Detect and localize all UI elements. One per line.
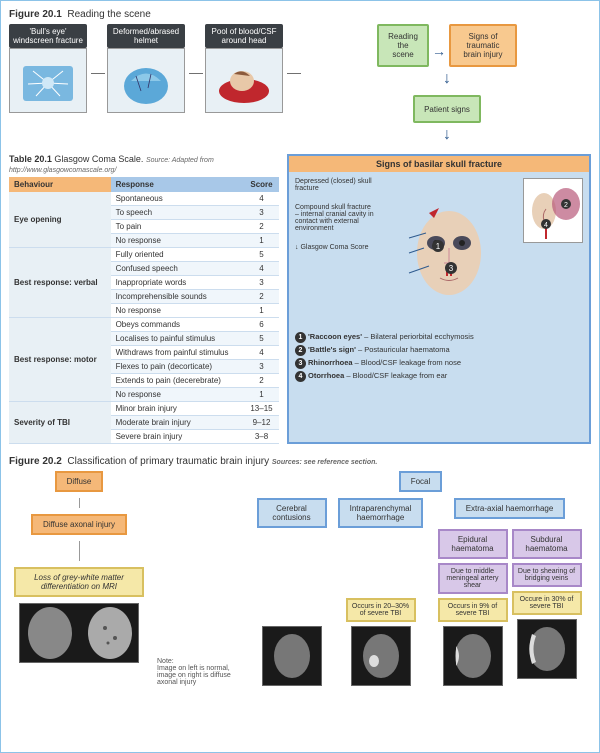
ct-epidural-image (443, 626, 503, 686)
arrow-down-icon-2: ↓ (443, 126, 451, 144)
scene-3: Pool of blood/CSF around head (205, 24, 283, 113)
contusions-col: Cerebral contusions (257, 498, 327, 686)
epidural-col: Epidural haematoma Due to middle meninge… (438, 529, 508, 686)
intraparenchymal-col: Intraparenchymal haemorrhage Occurs in 2… (346, 498, 416, 686)
diffuse-branch: Diffuse Diffuse axonal injury Loss of gr… (9, 471, 149, 663)
sign-list: 1'Raccoon eyes' – Bilateral periorbital … (295, 332, 583, 382)
mri-diffuse-image (19, 603, 139, 663)
sign-item: 4Otorrhoea – Blood/CSF leakage from ear (295, 371, 583, 382)
table-row: Best response: verbalFully oriented5 (9, 248, 279, 262)
svg-text:2: 2 (564, 202, 568, 209)
windscreen-icon (9, 48, 87, 113)
extraaxial-col: Extra-axial haemorrhage Epidural haemato… (435, 498, 585, 686)
helmet-icon (107, 48, 185, 113)
scene-1: 'Bull's eye' windscreen fracture (9, 24, 87, 113)
focal-branch: Focal Cerebral contusions Intraparenchym… (250, 471, 591, 686)
blood-pool-icon (205, 48, 283, 113)
patient-signs-box: Patient signs (413, 95, 481, 123)
scene-2: Deformed/abrased helmet (107, 24, 185, 113)
mri-note: Note: Image on left is normal, image on … (157, 658, 242, 686)
arrow-down-icon: ↓ (443, 70, 451, 88)
sign-item: 2'Battle's sign' – Postauricular haemato… (295, 345, 583, 356)
svg-text:1: 1 (436, 242, 441, 251)
head-diagram: 13 (379, 178, 519, 328)
reading-scene-box: Reading the scene (377, 24, 429, 67)
table-row: Eye openingSpontaneous4 (9, 192, 279, 206)
fig2: Figure 20.2 Classification of primary tr… (9, 456, 591, 686)
svg-text:4: 4 (544, 222, 548, 229)
flow-column: Reading the scene → Signs of traumatic b… (303, 24, 591, 144)
ct-intra-image (351, 626, 411, 686)
ct-contusion-image (262, 626, 322, 686)
basilar-labels: Depressed (closed) skull fracture Compou… (295, 178, 375, 328)
ct-subdural-image (517, 619, 577, 679)
ear-inset: 42 (523, 178, 583, 243)
gcs-table-wrap: Table 20.1 Glasgow Coma Scale. Source: A… (9, 154, 279, 444)
basilar-panel: Signs of basilar skull fracture Depresse… (287, 154, 591, 444)
table-row: Severity of TBIMinor brain injury13–15 (9, 402, 279, 416)
table-row: Best response: motorObeys commands6 (9, 318, 279, 332)
signs-tbi-box: Signs of traumatic brain injury (449, 24, 517, 67)
sign-item: 3Rhinorrhoea – Blood/CSF leakage from no… (295, 358, 583, 369)
subdural-col: Subdural haematoma Due to shearing of br… (512, 529, 582, 686)
arrow-right-icon: → (432, 43, 446, 59)
sign-item: 1'Raccoon eyes' – Bilateral periorbital … (295, 332, 583, 343)
svg-text:3: 3 (449, 264, 454, 273)
fig1-title: Figure 20.1 Reading the scene (9, 9, 591, 20)
scene-row: 'Bull's eye' windscreen fracture — Defor… (9, 24, 591, 144)
gcs-table: BehaviourResponseScore Eye openingSponta… (9, 177, 279, 444)
